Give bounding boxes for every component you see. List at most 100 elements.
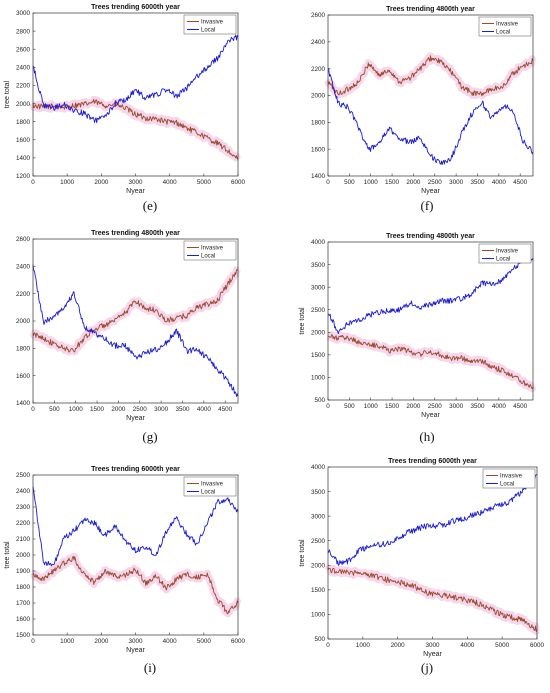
chart-title: Trees trending 6000th year [388,458,477,465]
y-tick-label: 3000 [311,284,326,291]
y-tick-label: 1800 [311,120,326,127]
y-tick-label: 2000 [311,93,326,100]
y-tick-label: 3500 [311,262,326,269]
x-tick-label: 4500 [513,403,528,410]
series-line-invasive [327,567,538,632]
legend-entry-invasive: Invasive [201,20,224,26]
x-tick-label: 2000 [406,179,421,186]
x-tick-label: 6000 [231,638,246,645]
chart-title: Trees trending 4800th year [386,233,475,240]
y-tick-label: 2400 [16,65,31,72]
x-tick-label: 2500 [428,403,443,410]
y-tick-label: 3000 [311,513,326,520]
y-tick-label: 2500 [311,307,326,314]
legend-entry-local: Local [496,30,510,36]
panel-label-f: (f) [420,198,434,213]
y-tick-label: 3500 [311,489,326,496]
series-line-local [32,486,239,567]
x-tick-label: 4500 [513,179,528,186]
x-tick-label: 4000 [492,179,507,186]
y-tick-label: 2200 [16,291,31,298]
x-axis-label: Nyear [126,647,145,654]
x-tick-label: 3000 [449,179,464,186]
x-tick-label: 0 [31,638,35,645]
x-tick-label: 1000 [356,642,371,649]
x-tick-label: 4000 [460,642,475,649]
chart-g: 0 500 1000 1500 2000 2500 3000 3500 4000 4500 1400… [16,230,241,422]
x-tick-label: 4000 [492,403,507,410]
y-tick-label: 2600 [311,12,326,19]
plot-area [327,241,534,401]
legend-entry-invasive: Invasive [201,246,224,252]
panel-label-i: (i) [143,660,157,675]
x-tick-label: 1000 [364,403,379,410]
plot-area [327,14,534,177]
x-tick-label: 500 [344,403,355,410]
series-line-local [327,257,534,335]
x-axis-label: Nyear [421,412,440,419]
series-halo-f-0 [324,52,537,100]
y-tick-label: 1800 [16,346,31,353]
y-tick-label: 2000 [311,329,326,336]
y-tick-label: 1200 [16,173,31,180]
y-axis-label: tree total [299,539,306,567]
y-axis-label: tree total [4,541,11,569]
y-tick-label: 1700 [16,600,31,607]
x-tick-label: 3000 [154,406,169,413]
y-tick-label: 2200 [311,66,326,73]
y-tick-label: 1400 [16,155,31,162]
chart-e: 0 1000 2000 3000 4000 5000 6000 1200 1400 1600 180… [4,4,245,195]
y-tick-label: 2200 [16,83,31,90]
y-tick-label: 1500 [16,632,31,639]
x-tick-label: 6000 [530,642,545,649]
legend-entry-invasive: Invasive [201,482,224,488]
chart-j: 0 1000 2000 3000 4000 5000 6000 500 1000 1500 2000… [299,458,544,658]
y-axis-label: tree total [4,80,11,108]
legend-entry-invasive: Invasive [496,22,519,28]
x-axis-label: Nyear [126,415,145,422]
panel-label-e: (e) [142,198,158,213]
x-tick-label: 0 [31,406,35,413]
x-tick-label: 4000 [197,406,212,413]
x-tick-label: 3500 [470,179,485,186]
y-tick-label: 4000 [311,239,326,246]
x-tick-label: 1000 [69,406,84,413]
y-tick-label: 2000 [16,101,31,108]
series-line-local [327,68,534,166]
series-line-invasive [327,55,534,97]
x-tick-label: 3500 [175,406,190,413]
series-line-local [32,34,239,124]
x-tick-label: 2000 [391,642,406,649]
series-line-invasive [32,555,239,615]
chart-i: 0 1000 2000 3000 4000 5000 6000 1500 1600 1700 180… [4,466,245,654]
y-tick-label: 2600 [16,236,31,243]
legend-entry-invasive: Invasive [500,474,523,480]
x-tick-label: 1500 [90,406,105,413]
plot-area [32,12,239,177]
chart-h: 0 500 1000 1500 2000 2500 3000 3500 4000 45005001… [299,233,537,419]
y-tick-label: 1600 [16,616,31,623]
chart-title: Trees trending 6000th year [91,466,180,473]
y-tick-label: 1900 [16,568,31,575]
y-tick-label: 500 [314,636,325,643]
y-tick-label: 2000 [16,552,31,559]
y-tick-label: 2400 [16,264,31,271]
y-tick-label: 1800 [16,119,31,126]
plot-area [32,474,239,636]
y-tick-label: 2300 [16,504,31,511]
legend-entry-local: Local [201,28,215,34]
series-line-invasive [327,334,534,390]
chart-f: 0 500 1000 1500 2000 2500 3000 3500 4000 4500 1400… [311,6,537,195]
x-tick-label: 6000 [231,179,246,186]
x-tick-label: 0 [326,179,330,186]
x-tick-label: 0 [326,403,330,410]
x-tick-label: 4000 [163,179,178,186]
y-tick-label: 2000 [311,562,326,569]
chart-title: Trees trending 4800th year [386,6,475,13]
x-tick-label: 1000 [364,179,379,186]
x-tick-label: 3000 [449,403,464,410]
y-tick-label: 1800 [16,584,31,591]
panel-label-j: (j) [420,660,434,675]
x-tick-label: 3000 [425,642,440,649]
